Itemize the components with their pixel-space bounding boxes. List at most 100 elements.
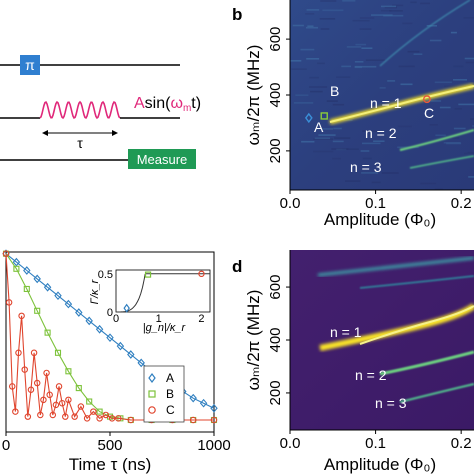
series-C-point	[24, 413, 32, 420]
panel-b-noise	[313, 150, 334, 153]
panel-b-noise	[453, 127, 466, 130]
panel-b-noise	[300, 48, 315, 51]
series-C-point	[46, 391, 53, 399]
panel-b-x-ticks: 0.0 0.1 0.2	[280, 190, 472, 212]
panel-b-noise	[359, 28, 372, 30]
panel-b-noise	[373, 140, 385, 142]
panel-b-noise	[292, 24, 304, 27]
x-tick-label: 0.0	[280, 195, 301, 212]
y-tick-label: 200	[267, 380, 284, 405]
inset-plot: 0 1 2 0 0.5	[98, 269, 210, 325]
panel-c-x-label: Time τ (ns)	[69, 455, 152, 474]
panel-b-noise	[320, 0, 337, 2]
panel-d-letter: d	[232, 257, 242, 276]
drive-waveform	[39, 100, 121, 120]
panel-b-noise	[387, 80, 396, 82]
tau-label: τ	[77, 135, 83, 151]
panel-b-noise	[472, 125, 474, 127]
panel-b-noise	[400, 83, 413, 86]
panel-b-label-C: C	[424, 105, 434, 121]
series-B-point	[65, 368, 72, 375]
series-C-point	[127, 416, 135, 424]
panel-b-noise	[380, 9, 392, 12]
panel-c: 0 500 1000 Time τ (ns) ABC 0 1 2 0 0.5 Γ/κ_r |…	[2, 249, 231, 474]
panel-d-n1: n = 1	[330, 324, 362, 340]
series-C-point	[52, 401, 60, 409]
panel-b-noise	[392, 107, 401, 110]
panel-b-noise	[314, 137, 331, 140]
panel-b-noise	[293, 102, 314, 104]
series-C-point	[90, 408, 97, 415]
panel-b-noise	[379, 87, 386, 89]
panel-b-markers	[304, 95, 431, 124]
series-C-point	[189, 416, 197, 424]
series-C-point	[65, 396, 72, 404]
tau-arrow-left-head	[42, 130, 48, 136]
series-A-point	[137, 358, 145, 368]
panel-d-n3: n = 3	[375, 395, 407, 411]
inset-frame	[115, 269, 211, 313]
marker-A	[304, 112, 313, 124]
series-C-point	[102, 411, 110, 419]
series-C-point	[83, 415, 91, 422]
panel-d-x-label: Amplitude (Φ₀)	[324, 455, 436, 474]
panel-b-label-B: B	[330, 83, 339, 99]
panel-b-n3: n = 3	[350, 159, 382, 175]
panel-b-noise	[465, 61, 474, 64]
panel-b-branch-n1-core	[329, 85, 474, 123]
series-A-point	[85, 316, 93, 326]
panel-b-noise	[443, 142, 461, 144]
panel-b-noise	[342, 0, 356, 2]
panel-b-noise	[464, 57, 474, 60]
panel-b-noise	[458, 103, 474, 106]
panel-b-noise	[429, 124, 438, 126]
panel-b-noise	[381, 5, 396, 8]
panel-b: b n = 1 n = 2 n = 3 A B C 0.0 0.1 0.2 200 4…	[232, 0, 474, 229]
panel-b-noise	[470, 118, 474, 120]
series-A-point	[106, 333, 114, 343]
panel-b-noise	[374, 164, 383, 167]
x-tick-label: 0.1	[365, 195, 386, 212]
panel-b-noise	[354, 61, 364, 63]
panel-b-label-A: A	[314, 119, 324, 135]
panel-b-letter: b	[232, 5, 242, 24]
legend-marker-A	[148, 373, 156, 383]
panel-d-upper-branch	[317, 256, 474, 277]
panel-d-n2: n = 2	[355, 367, 387, 383]
x-tick-label: 500	[97, 437, 122, 454]
panel-b-noise	[318, 134, 336, 136]
inset-point-C	[198, 270, 205, 278]
panel-b-noise	[398, 65, 415, 68]
panel-b-noise	[446, 142, 462, 145]
marker-B	[320, 112, 328, 120]
panel-b-noise	[420, 182, 437, 185]
series-C-point	[115, 415, 122, 422]
panel-b-noise	[359, 17, 375, 19]
series-C-point	[108, 415, 116, 422]
panel-b-noise	[389, 10, 403, 12]
inset-x-tick-label: 1	[156, 313, 162, 325]
series-C-point	[77, 403, 85, 410]
series-A-point	[54, 291, 62, 301]
panel-b-noise	[334, 137, 351, 139]
panel-b-noise	[426, 25, 437, 27]
panel-b-branch-n2	[399, 128, 474, 152]
panel-b-noise	[331, 148, 349, 150]
series-C-point	[96, 415, 103, 422]
panel-b-noise	[332, 103, 345, 106]
panel-b-noise	[434, 188, 443, 190]
panel-b-noise	[439, 106, 451, 109]
panel-b-noise	[410, 1, 417, 4]
series-C-point	[49, 411, 57, 419]
panel-b-noise	[301, 140, 315, 143]
series-B-point	[13, 265, 20, 272]
pulse-sequence: π Asin(ωmt) τ Measure	[0, 55, 201, 169]
series-C-point	[2, 250, 10, 257]
series-B-point	[44, 329, 51, 336]
series-C-point	[62, 413, 69, 420]
pi-pulse-box	[20, 55, 40, 75]
series-C-point	[30, 349, 38, 357]
panel-b-noise	[352, 19, 370, 22]
panel-b-noise	[333, 127, 342, 130]
